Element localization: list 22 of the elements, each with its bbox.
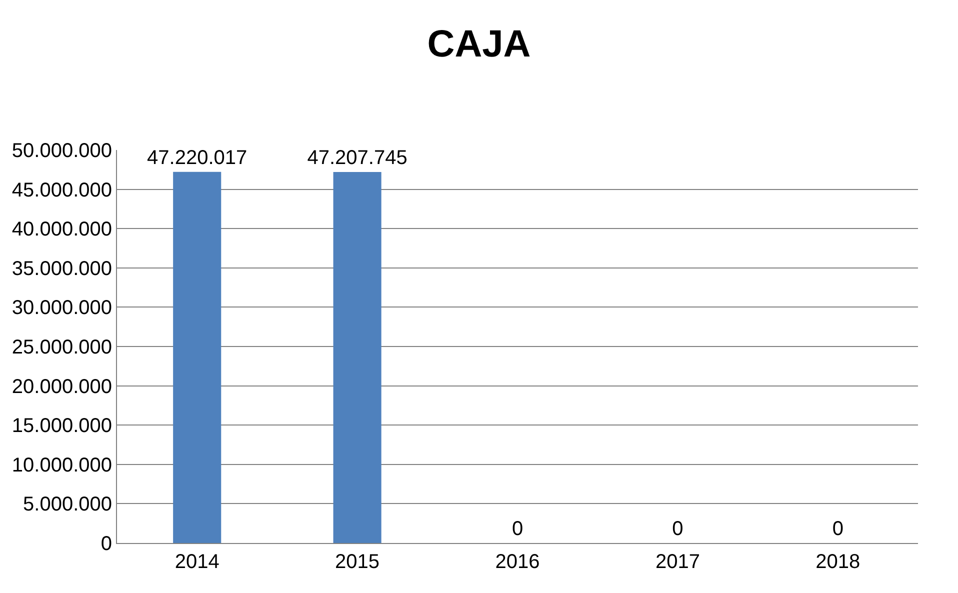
data-label: 0 <box>672 518 684 540</box>
data-label: 0 <box>512 518 524 540</box>
y-tick-label: 25.000.000 <box>12 336 112 358</box>
data-label: 47.207.745 <box>307 146 408 169</box>
x-tick-label: 2014 <box>174 551 220 573</box>
y-tick-label: 10.000.000 <box>12 454 112 476</box>
x-tick-label: 2015 <box>335 551 380 573</box>
y-tick-label: 20.000.000 <box>12 376 112 398</box>
y-tick-label: 15.000.000 <box>12 415 112 438</box>
y-tick-label: 35.000.000 <box>12 258 112 280</box>
x-tick-label: 2017 <box>655 551 700 573</box>
y-tick-label: 0 <box>100 533 112 555</box>
y-tick-label: 5.000.000 <box>23 494 112 516</box>
y-tick-label: 50.000.000 <box>12 140 112 162</box>
x-tick-label: 2016 <box>495 551 540 573</box>
y-tick-label: 40.000.000 <box>12 218 112 241</box>
data-label: 47.220.017 <box>147 146 248 169</box>
y-tick-label: 30.000.000 <box>12 297 112 320</box>
x-tick-label: 2018 <box>816 551 860 573</box>
chart-title: CAJA <box>427 23 531 66</box>
data-label: 0 <box>832 518 844 540</box>
y-tick-label: 45.000.000 <box>12 179 112 202</box>
